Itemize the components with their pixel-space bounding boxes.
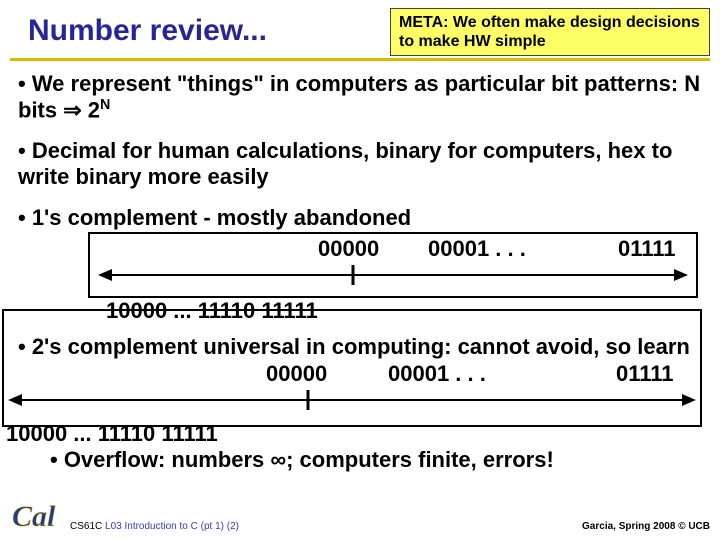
bullet-2: • Decimal for human calculations, binary… bbox=[18, 138, 702, 189]
nl1-zero: 00000 bbox=[318, 236, 379, 262]
divider-rule bbox=[10, 58, 710, 61]
nl2-neg: 10000 ... 11110 11111 bbox=[6, 421, 218, 447]
numberline-2: 00000 00001 . . . 01111 10000 ... 11110 … bbox=[18, 361, 702, 479]
bullet-1: • We represent "things" in computers as … bbox=[18, 71, 702, 122]
cal-logo: Cal bbox=[10, 496, 64, 534]
nl2-one: 00001 . . . bbox=[388, 361, 486, 387]
svg-text:Cal: Cal bbox=[12, 500, 56, 533]
axis-2 bbox=[8, 387, 696, 413]
axis-1 bbox=[98, 262, 688, 288]
nl1-max: 01111 bbox=[618, 236, 676, 262]
footer: Cal CS61C L03 Introduction to C (pt 1) (… bbox=[0, 496, 720, 534]
footer-right: Garcia, Spring 2008 © UCB bbox=[582, 521, 710, 534]
arrow-glyph: ⇒ bbox=[63, 97, 81, 122]
bullet-3: • 1's complement - mostly abandoned bbox=[18, 205, 702, 230]
footer-course: CS61C bbox=[70, 521, 105, 532]
nl2-zero: 00000 bbox=[266, 361, 327, 387]
numberline-1: 00000 00001 . . . 01111 10000 ... 11110 … bbox=[18, 234, 702, 334]
slide-title: Number review... bbox=[28, 8, 267, 48]
exponent: N bbox=[100, 97, 110, 113]
meta-box: META: We often make design decisions to … bbox=[390, 8, 710, 56]
footer-left: CS61C L03 Introduction to C (pt 1) (2) bbox=[70, 521, 239, 534]
bullet-4: • 2's complement universal in computing:… bbox=[18, 334, 702, 359]
slide-content: • We represent "things" in computers as … bbox=[0, 71, 720, 479]
footer-lecture: L03 Introduction to C (pt 1) (2) bbox=[105, 521, 239, 532]
nl2-max: 01111 bbox=[616, 361, 674, 387]
bullet-1-text: • We represent "things" in computers as … bbox=[18, 71, 700, 122]
nl1-neg: 10000 ... 11110 11111 bbox=[106, 298, 318, 324]
bullet-5: • Overflow: numbers ∞; computers finite,… bbox=[50, 447, 554, 472]
nl1-one: 00001 . . . bbox=[428, 236, 526, 262]
bullet-1-post: 2 bbox=[82, 97, 100, 122]
